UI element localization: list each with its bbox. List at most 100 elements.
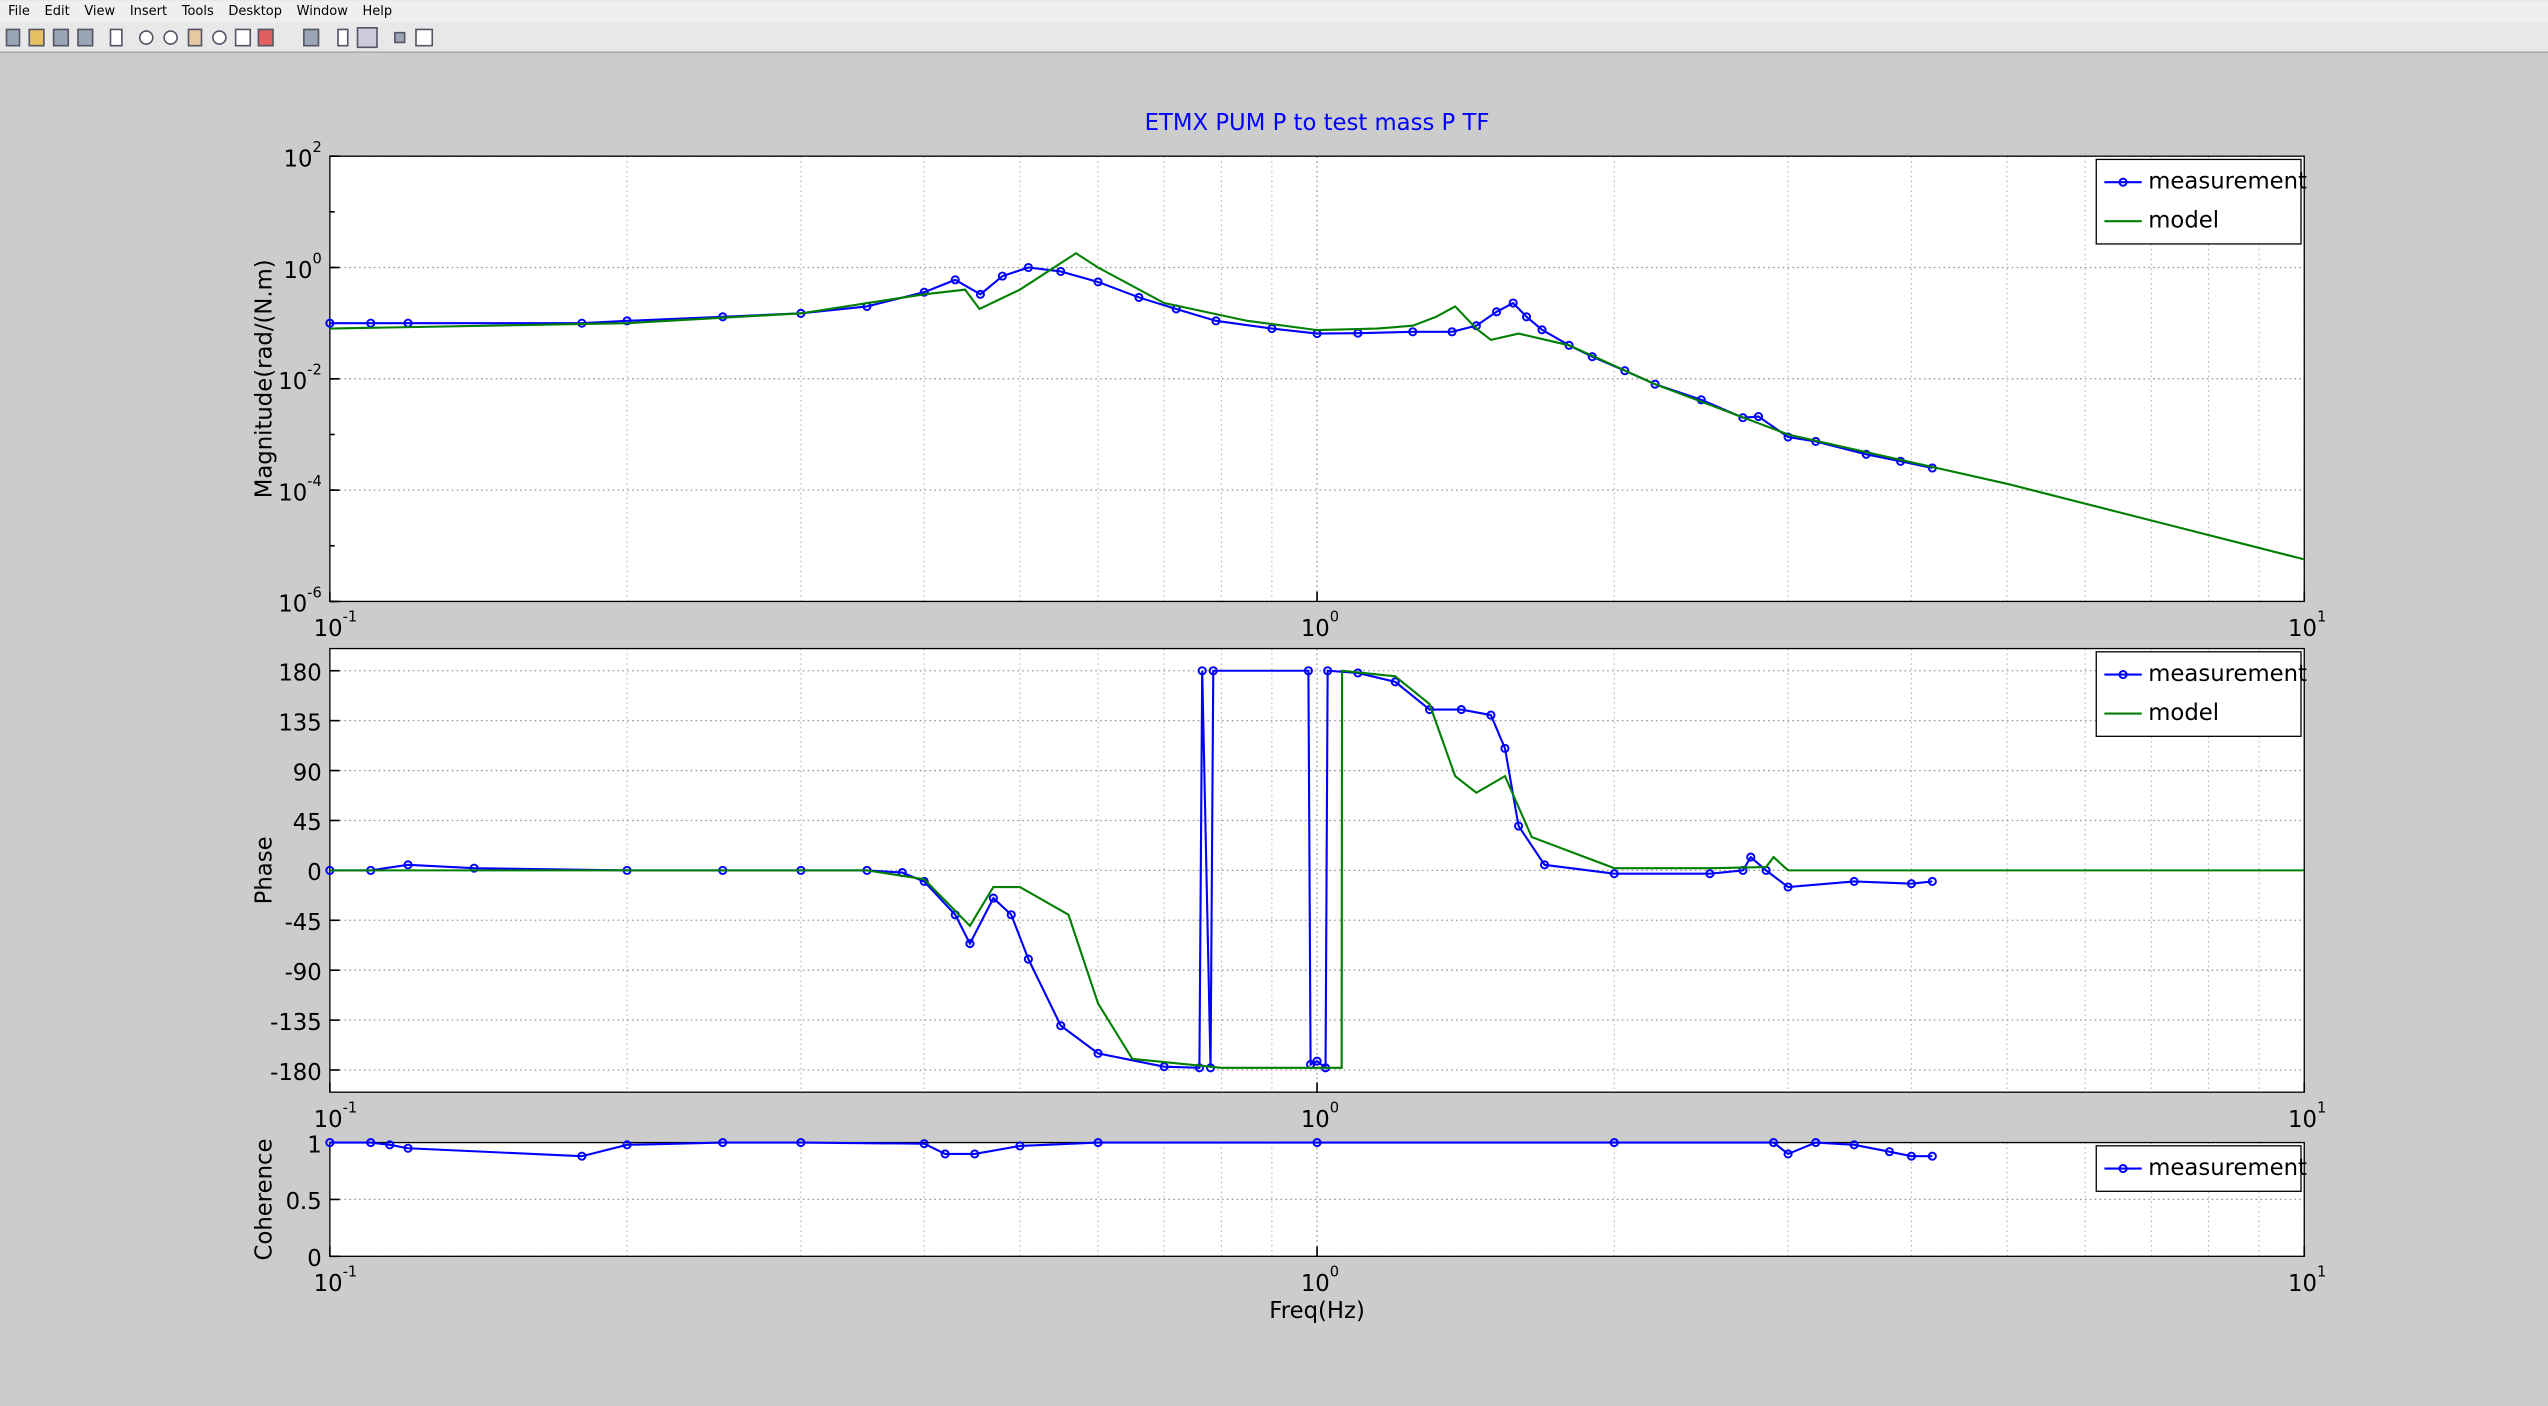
y-tick-label: 0.5 bbox=[286, 1189, 322, 1215]
data-point bbox=[577, 1151, 587, 1161]
data-point bbox=[622, 316, 632, 326]
data-point bbox=[965, 939, 975, 949]
data-point bbox=[1093, 1048, 1103, 1058]
icon-rotate[interactable] bbox=[212, 30, 227, 45]
y-tick-label-base: 10 bbox=[284, 257, 313, 283]
data-point bbox=[1211, 316, 1221, 326]
data-point bbox=[970, 1149, 980, 1159]
menu-item: Insert bbox=[130, 4, 167, 19]
icon-legend[interactable] bbox=[356, 27, 378, 49]
data-point bbox=[1620, 366, 1630, 376]
x-tick-label-exponent: 0 bbox=[1330, 609, 1339, 626]
data-point bbox=[919, 1139, 929, 1149]
data-point bbox=[1514, 821, 1524, 831]
data-point bbox=[1540, 860, 1550, 870]
menu-item: Help bbox=[363, 4, 393, 19]
data-point bbox=[1093, 1138, 1103, 1148]
y-tick-label: -135 bbox=[270, 1010, 322, 1036]
data-point bbox=[1927, 1151, 1937, 1161]
data-point bbox=[919, 287, 929, 297]
data-point bbox=[385, 1140, 395, 1150]
x-tick-label-exponent: -1 bbox=[343, 1264, 358, 1281]
x-tick-label: 101 bbox=[2288, 1264, 2326, 1297]
x-tick-label: 100 bbox=[1301, 1099, 1339, 1132]
data-point bbox=[1023, 262, 1033, 273]
legend-marker bbox=[2118, 670, 2128, 680]
data-point bbox=[1500, 743, 1510, 753]
data-point bbox=[1783, 1149, 1793, 1159]
data-point bbox=[1323, 666, 1333, 676]
menu-item: Tools bbox=[181, 4, 214, 19]
icon-pan[interactable] bbox=[187, 28, 203, 47]
x-tick-label-base: 10 bbox=[314, 616, 343, 642]
data-point bbox=[1408, 327, 1418, 337]
menu-bar bbox=[0, 0, 2548, 23]
y-tick-label: -90 bbox=[285, 960, 322, 986]
data-point bbox=[1194, 1063, 1204, 1073]
data-point bbox=[403, 1143, 413, 1153]
icon-open[interactable] bbox=[28, 28, 45, 47]
data-point bbox=[1006, 910, 1016, 920]
data-point bbox=[1906, 1151, 1916, 1161]
y-axis-label: Phase bbox=[251, 836, 277, 904]
data-point bbox=[1783, 882, 1793, 892]
icon-print[interactable] bbox=[77, 28, 94, 47]
data-point bbox=[1447, 327, 1457, 337]
x-tick-label-exponent: 1 bbox=[2317, 609, 2326, 626]
x-tick-label: 101 bbox=[2288, 609, 2326, 642]
y-tick-label-exponent: -6 bbox=[307, 584, 322, 601]
icon-zoom-out[interactable] bbox=[163, 30, 178, 45]
y-tick-label: 45 bbox=[293, 810, 322, 836]
y-tick-label-base: 10 bbox=[284, 146, 313, 172]
plot-area bbox=[329, 1142, 2305, 1257]
series-line bbox=[329, 1141, 1933, 1158]
legend-label: measurement bbox=[2148, 661, 2307, 687]
y-axis-label: Magnitude(rad/(N.m) bbox=[251, 259, 277, 498]
legend: measurement model bbox=[2095, 158, 2307, 245]
y-tick-label: 135 bbox=[278, 710, 321, 736]
y-tick-label: 10-4 bbox=[278, 473, 322, 506]
icon-zoom-in[interactable] bbox=[138, 30, 154, 45]
data-point bbox=[1906, 879, 1916, 889]
icon-show-tools[interactable] bbox=[415, 28, 434, 47]
menu-item: Desktop bbox=[228, 4, 282, 19]
axes-border bbox=[329, 155, 2305, 603]
x-axis-label: Freq(Hz) bbox=[1269, 1298, 1365, 1324]
data-point bbox=[1861, 449, 1871, 459]
menu-item: Window bbox=[297, 4, 349, 19]
data-point bbox=[1609, 869, 1619, 879]
data-point bbox=[366, 1138, 376, 1148]
icon-hide-tools[interactable] bbox=[394, 31, 406, 44]
data-point bbox=[1056, 1021, 1066, 1031]
data-point bbox=[403, 860, 413, 870]
x-tick-label-exponent: 0 bbox=[1330, 1264, 1339, 1281]
legend-marker bbox=[2118, 1164, 2128, 1174]
data-point bbox=[1134, 292, 1144, 302]
x-tick-label-base: 10 bbox=[2288, 616, 2317, 642]
icon-select[interactable] bbox=[109, 28, 123, 47]
data-point bbox=[1650, 379, 1660, 389]
data-point bbox=[1486, 710, 1496, 720]
chart-title: ETMX PUM P to test mass P TF bbox=[1145, 110, 1490, 136]
data-point bbox=[1456, 705, 1466, 715]
data-point bbox=[325, 318, 335, 328]
icon-datacursor[interactable] bbox=[234, 28, 252, 47]
x-tick-label-exponent: 1 bbox=[2317, 1264, 2326, 1281]
icon-brush[interactable] bbox=[257, 28, 274, 47]
icon-new[interactable] bbox=[5, 28, 21, 47]
menu-item: File bbox=[8, 4, 30, 19]
legend-box bbox=[2095, 158, 2302, 245]
icon-save[interactable] bbox=[52, 28, 70, 47]
y-tick-label: 0 bbox=[307, 860, 321, 886]
y-tick-label: 102 bbox=[284, 139, 322, 172]
icon-colorbar[interactable] bbox=[337, 28, 349, 47]
icon-link[interactable] bbox=[303, 28, 320, 47]
data-point bbox=[988, 893, 998, 903]
y-tick-label-exponent: -4 bbox=[307, 473, 322, 490]
data-point bbox=[1303, 666, 1313, 676]
axes: 10-1 100 101-180-135-90-4504590135180Phase… bbox=[251, 647, 2326, 1132]
y-tick-label: -45 bbox=[285, 910, 322, 936]
series-line bbox=[329, 669, 2305, 1069]
